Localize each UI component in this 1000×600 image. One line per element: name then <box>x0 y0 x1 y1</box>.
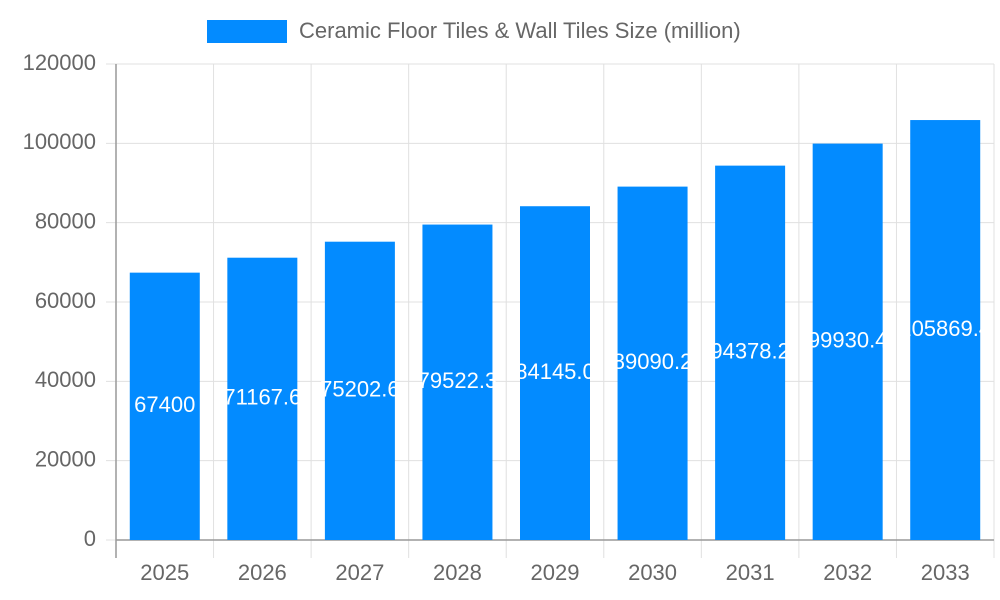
value-label: 75202.6 <box>320 377 400 402</box>
y-tick-label: 20000 <box>35 446 96 471</box>
y-tick-label: 120000 <box>23 50 96 75</box>
x-tick-label: 2027 <box>335 560 384 585</box>
value-label: 105869.4 <box>899 316 991 341</box>
value-label: 84145.0 <box>515 359 595 384</box>
x-tick-label: 2029 <box>531 560 580 585</box>
value-label: 89090.2 <box>613 349 693 374</box>
bar <box>520 206 590 540</box>
bar <box>227 257 298 540</box>
x-tick-label: 2031 <box>726 560 775 585</box>
value-label: 79522.3 <box>418 368 498 393</box>
x-tick-label: 2028 <box>433 560 482 585</box>
bar <box>422 224 493 541</box>
legend-label: Ceramic Floor Tiles & Wall Tiles Size (m… <box>299 18 741 43</box>
x-tick-label: 2033 <box>921 560 970 585</box>
bar <box>617 186 688 540</box>
value-label: 67400 <box>134 392 195 417</box>
x-tick-label: 2032 <box>823 560 872 585</box>
y-tick-label: 80000 <box>35 208 96 233</box>
x-tick-label: 2030 <box>628 560 677 585</box>
value-label: 99930.4 <box>808 328 888 353</box>
x-tick-label: 2026 <box>238 560 287 585</box>
bar <box>129 272 200 540</box>
bar <box>812 143 883 540</box>
legend-swatch <box>207 20 287 43</box>
y-tick-label: 100000 <box>23 129 96 154</box>
bar <box>324 241 395 540</box>
y-tick-label: 60000 <box>35 288 96 313</box>
bar <box>910 120 981 540</box>
y-tick-label: 40000 <box>35 367 96 392</box>
x-tick-label: 2025 <box>140 560 189 585</box>
value-label: 94378.2 <box>710 339 790 364</box>
bar <box>715 165 786 541</box>
value-label: 71167.6 <box>223 385 301 410</box>
y-tick-label: 0 <box>84 526 96 551</box>
